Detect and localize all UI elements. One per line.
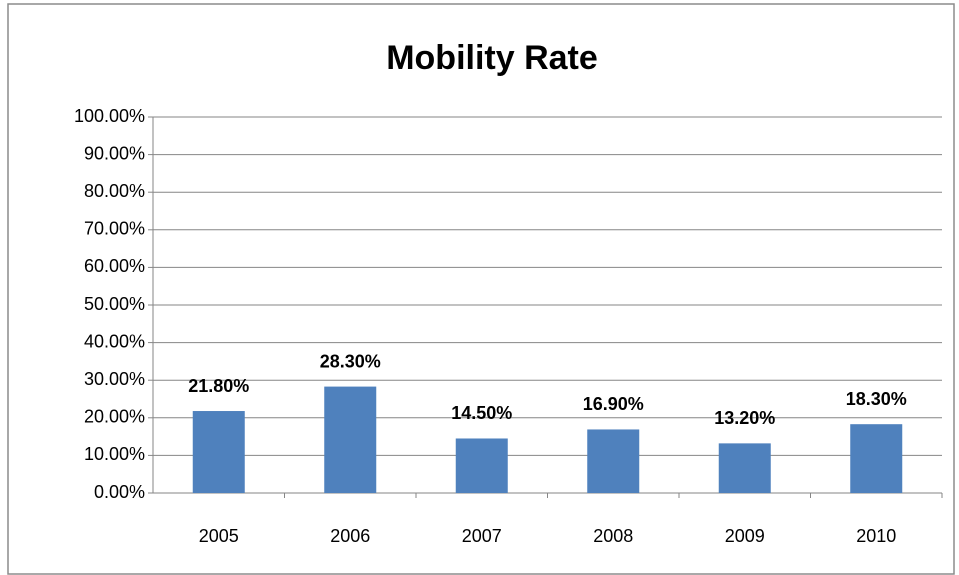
x-tick-label: 2008: [593, 526, 633, 546]
y-tick-label: 80.00%: [84, 181, 145, 201]
y-tick-label: 30.00%: [84, 369, 145, 389]
y-tick-label: 40.00%: [84, 331, 145, 351]
x-tick-label: 2005: [199, 526, 239, 546]
value-label: 28.30%: [320, 351, 381, 371]
y-tick-label: 0.00%: [94, 482, 145, 502]
bar: [455, 438, 508, 493]
value-label: 13.20%: [714, 408, 775, 428]
y-tick-label: 60.00%: [84, 256, 145, 276]
chart-border: [7, 3, 955, 575]
y-tick-label: 10.00%: [84, 444, 145, 464]
bar: [324, 386, 377, 493]
y-tick-label: 70.00%: [84, 219, 145, 239]
x-tick-label: 2006: [330, 526, 370, 546]
bar: [850, 424, 903, 493]
x-tick-label: 2007: [462, 526, 502, 546]
y-tick-label: 50.00%: [84, 294, 145, 314]
y-tick-label: 20.00%: [84, 407, 145, 427]
value-label: 14.50%: [451, 403, 512, 423]
value-label: 16.90%: [583, 394, 644, 414]
bar: [587, 429, 640, 493]
x-tick-label: 2009: [725, 526, 765, 546]
y-tick-label: 90.00%: [84, 143, 145, 163]
x-tick-label: 2010: [856, 526, 896, 546]
bar: [718, 443, 771, 493]
chart-title: Mobility Rate: [386, 39, 598, 77]
bar: [192, 411, 245, 493]
y-tick-label: 100.00%: [74, 106, 145, 126]
value-label: 21.80%: [188, 376, 249, 396]
value-label: 18.30%: [846, 389, 907, 409]
